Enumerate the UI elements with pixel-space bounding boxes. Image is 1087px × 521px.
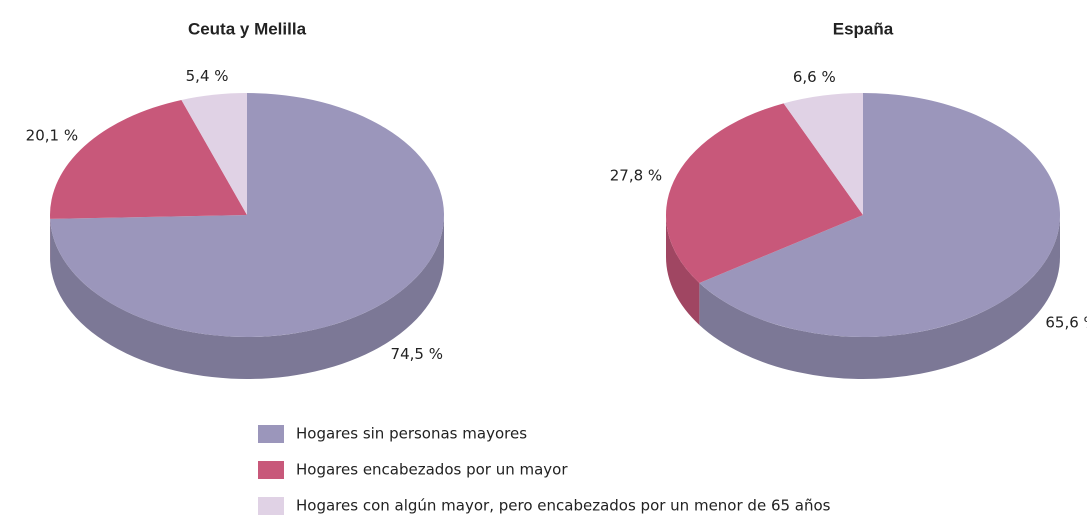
data-label: 74,5 % [391,345,443,363]
slice [50,93,445,337]
legend-label: Hogares con algún mayor, pero encabezado… [296,497,831,515]
slice-side [50,215,445,379]
slice [783,93,863,215]
data-label: 20,1 % [26,126,78,144]
data-label: 65,6 % [1045,314,1087,332]
legend-swatch [258,497,284,515]
legend-label: Hogares encabezados por un mayor [296,461,568,479]
slice [666,103,863,283]
data-label: 6,6 % [793,68,836,86]
legend-swatch [258,425,284,443]
slice [699,93,1061,337]
legend-label: Hogares sin personas mayores [296,425,527,443]
legend-swatch [258,461,284,479]
slice [50,99,247,219]
chart-title: España [833,19,894,38]
slice [181,93,247,215]
chart-title: Ceuta y Melilla [188,19,307,38]
slice-side [699,215,1060,379]
slice-side [666,215,700,325]
data-label: 5,4 % [186,67,229,85]
data-label: 27,8 % [610,166,662,184]
